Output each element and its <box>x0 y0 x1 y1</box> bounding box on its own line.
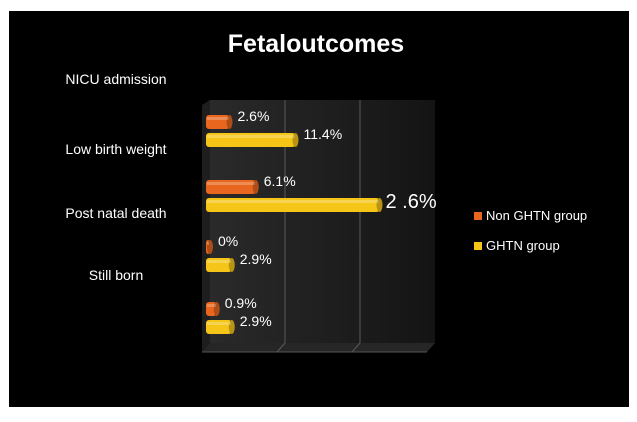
legend-label: GHTN group <box>486 238 560 253</box>
bar-non-ghtn <box>206 180 256 194</box>
bar-highlight <box>207 322 231 325</box>
bar-highlight <box>207 135 295 138</box>
bar-value-label: 0% <box>218 233 238 249</box>
bar-value-label: 2.9% <box>240 313 272 329</box>
legend-swatch <box>474 242 482 250</box>
bar-end-cap <box>226 115 233 129</box>
legend-swatch <box>474 212 482 220</box>
bar-value-label: 2 .6% <box>386 191 437 213</box>
bar-highlight <box>207 182 255 185</box>
bar-ghtn <box>206 258 232 272</box>
legend: Non GHTN group GHTN group <box>474 208 587 253</box>
legend-label: Non GHTN group <box>486 208 587 223</box>
bar-value-label: 6.1% <box>264 173 296 189</box>
bar-value-label: 11.4% <box>304 126 343 142</box>
bar-highlight <box>207 260 231 263</box>
bar-end-cap <box>207 240 213 254</box>
bar-value-label: 2.6% <box>238 108 270 124</box>
bar-highlight <box>207 304 216 307</box>
bar-end-cap <box>228 258 235 272</box>
category-label: NICU admission <box>65 71 166 87</box>
bar-end-cap <box>252 180 259 194</box>
bars <box>206 115 383 334</box>
bar-end-cap <box>292 133 299 147</box>
bar-labels: 2.6% 6.1% 0% 0.9% 11.4% 2 .6% 2.9% 2.9% <box>218 108 437 329</box>
category-label: Still born <box>89 267 143 283</box>
bar-non-ghtn <box>206 302 217 316</box>
bar-end-cap <box>376 198 383 212</box>
bar-highlight <box>207 200 379 203</box>
category-labels: NICU admission Low birth weight Post natal… <box>65 71 166 283</box>
category-label: Low birth weight <box>65 141 166 157</box>
bar-end-cap <box>228 320 235 334</box>
chart-title: Fetaloutcomes <box>228 30 404 58</box>
bar-non-ghtn <box>206 115 230 129</box>
bar-value-label: 2.9% <box>240 251 272 267</box>
plot-walls <box>202 100 435 353</box>
bar-ghtn <box>206 133 296 147</box>
bar-highlight <box>207 117 229 120</box>
gridline-floor <box>351 342 361 353</box>
bar-ghtn <box>206 198 380 212</box>
bar-highlight <box>207 242 209 245</box>
bar-value-label: 0.9% <box>225 295 257 311</box>
gridline-floor <box>276 342 286 353</box>
side-wall <box>202 100 210 352</box>
bar-end-cap <box>213 302 220 316</box>
back-wall <box>210 100 435 343</box>
bar-ghtn <box>206 320 232 334</box>
floor <box>202 343 435 352</box>
category-label: Post natal death <box>65 205 166 221</box>
